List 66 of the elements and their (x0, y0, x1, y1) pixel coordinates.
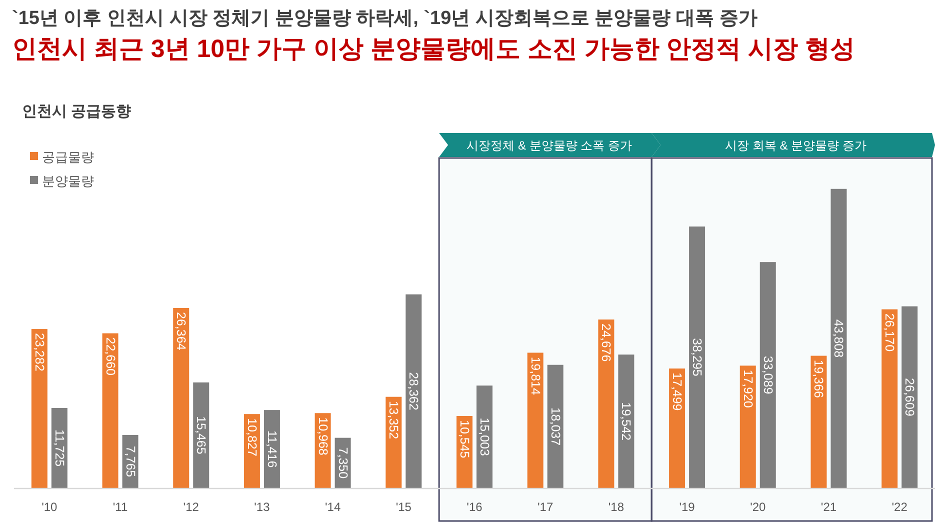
bar (264, 410, 280, 488)
bar (406, 294, 422, 488)
bar (830, 188, 847, 488)
bar (882, 309, 898, 488)
data-label: 33,089 (760, 356, 775, 394)
x-tick-label: '10 (42, 500, 58, 514)
data-label: 22,660 (103, 337, 118, 376)
title: `15년 이후 인천시 시장 정체기 분양물량 하락세, `19년 시장회복으로 분양물량 대폭 증가 (12, 8, 758, 29)
data-label: 11,416 (264, 430, 279, 468)
data-label: 15,003 (478, 418, 492, 456)
data-label: 10,545 (458, 420, 472, 458)
data-label: 19,366 (812, 360, 826, 398)
x-tick-label: '14 (324, 500, 341, 514)
x-tick-label: '16 (466, 500, 483, 514)
x-tick-label: '13 (254, 500, 270, 514)
data-label: 19,814 (528, 356, 542, 395)
bar (669, 368, 686, 488)
bar (598, 320, 614, 488)
data-label: 10,968 (316, 417, 330, 456)
data-label: 11,725 (52, 429, 66, 467)
annotation: 인천시 공급동향 (22, 103, 132, 120)
bar (689, 226, 706, 488)
data-label: 17,499 (670, 372, 684, 411)
data-label: 24,676 (599, 324, 614, 362)
data-label: 17,920 (740, 370, 755, 408)
bar (31, 329, 48, 488)
bar (618, 354, 634, 488)
band-label: 시장정체 & 분양물량 소폭 증가 (466, 138, 632, 152)
bar (902, 306, 918, 488)
x-tick-label: '22 (892, 500, 908, 514)
data-label: 23,282 (32, 333, 46, 372)
data-label: 43,808 (832, 319, 846, 358)
band-label: 시장 회복 & 분양물량 증가 (725, 138, 866, 152)
bar (740, 366, 756, 488)
bar (193, 382, 210, 488)
data-label: 26,609 (902, 378, 917, 416)
bar (547, 364, 564, 488)
x-tick-label: '19 (679, 500, 696, 514)
data-label: 10,827 (244, 418, 259, 456)
x-tick-label: '11 (112, 500, 128, 514)
data-label: 19,542 (619, 402, 634, 440)
data-label: 7,765 (123, 446, 138, 478)
bar (527, 352, 544, 488)
bar (102, 333, 118, 488)
legend-label: 분양물량 (42, 174, 94, 188)
data-label: 7,350 (336, 447, 350, 479)
subtitle: 인천시 최근 3년 10만 가구 이상 분양물량에도 소진 가능한 안정적 시장 형성 (12, 35, 856, 63)
data-label: 15,465 (194, 416, 208, 454)
data-label: 26,364 (174, 312, 188, 350)
x-tick-label: '21 (820, 500, 837, 514)
data-label: 38,295 (690, 338, 704, 376)
data-label: 18,037 (548, 407, 562, 446)
x-tick-label: '20 (750, 500, 766, 514)
bar (760, 262, 776, 488)
data-label: 26,170 (882, 313, 897, 352)
data-label: 28,362 (406, 372, 421, 410)
bar (173, 308, 190, 488)
x-tick-label: '12 (183, 500, 200, 514)
x-tick-label: '15 (396, 500, 412, 514)
bar (810, 356, 827, 488)
legend-label: 공급물량 (42, 150, 94, 164)
bar (476, 386, 492, 488)
bar (51, 408, 68, 488)
x-tick-label: '18 (608, 500, 624, 514)
data-label: 13,352 (386, 400, 401, 440)
x-tick-label: '17 (538, 500, 554, 514)
